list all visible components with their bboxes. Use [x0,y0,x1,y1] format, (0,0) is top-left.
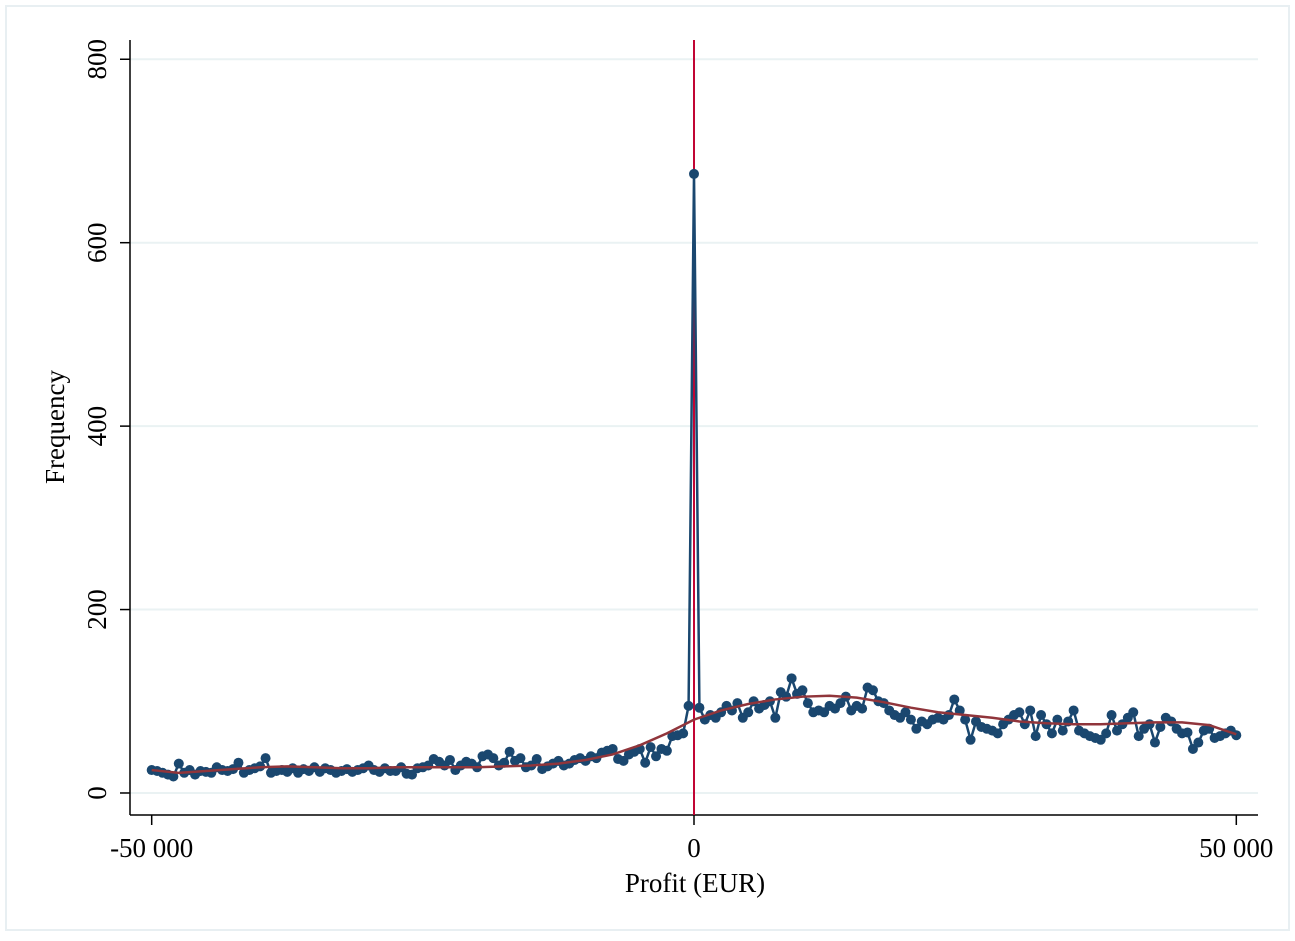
data-point [1182,727,1193,738]
data-point [802,698,813,709]
data-point [797,685,808,696]
y-tick-label: 600 [82,222,112,263]
data-point [786,673,797,684]
data-point [1155,721,1166,732]
data-point [960,714,971,725]
data-point [678,728,689,739]
data-point [1014,707,1025,718]
data-point [770,712,781,723]
data-point [743,707,754,718]
data-point [1025,705,1036,716]
data-point [943,710,954,721]
y-tick-label: 800 [82,39,112,80]
data-point [444,754,455,765]
data-point [1133,731,1144,742]
series-line [151,694,1237,775]
data-point [488,753,499,764]
data-point [965,734,976,745]
data-point [1106,710,1117,721]
data-point [1036,710,1047,721]
y-tick-label: 200 [82,589,112,630]
data-point [645,742,656,753]
data-point [168,771,179,782]
y-tick-label: 0 [82,786,112,800]
data-point [992,728,1003,739]
data-point [694,702,705,713]
data-point [1128,707,1139,718]
data-point [1193,737,1204,748]
data-point [531,754,542,765]
x-tick-label: 50 000 [1199,833,1273,863]
data-point [504,746,515,757]
data-point [689,168,699,179]
data-point [1149,737,1160,748]
frame [5,5,1290,931]
x-axis-title: Profit (EUR) [625,868,765,898]
data-point [1068,705,1079,716]
data-point [683,700,694,711]
data-point [857,703,868,714]
data-point [1052,714,1063,725]
data-point [640,757,651,768]
data-point [173,758,184,769]
data-point [1030,731,1041,742]
data-point [905,714,916,725]
data-point [607,743,618,754]
data-point [1101,728,1112,739]
data-point [651,751,662,762]
data-point [949,694,960,705]
x-tick-label: 0 [687,833,701,863]
data-point [1046,728,1057,739]
data-point [1057,725,1068,736]
y-axis-title: Frequency [40,370,70,484]
data-point [260,753,271,764]
data-point [233,757,244,768]
data-point [911,723,922,734]
data-point [1144,719,1155,730]
data-point [867,685,878,696]
data-point [781,691,792,702]
data-point [661,745,672,756]
data-point [1231,730,1242,741]
data-point [900,707,911,718]
data-point [954,705,965,716]
x-tick-label: -50 000 [110,833,193,863]
y-tick-label: 400 [82,406,112,447]
data-point [515,753,526,764]
